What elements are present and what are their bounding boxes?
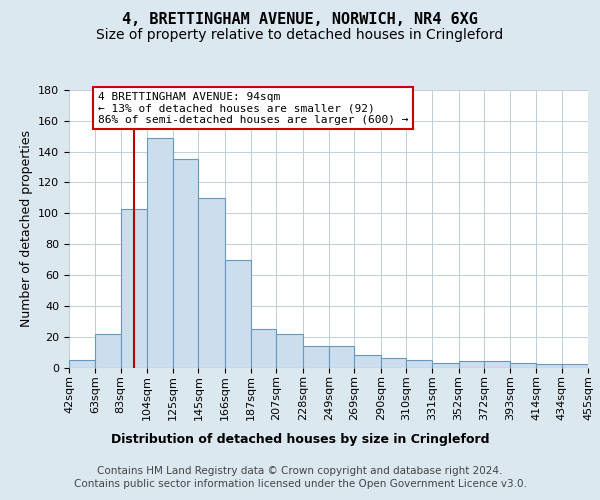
Bar xyxy=(329,346,354,368)
Bar xyxy=(277,334,303,368)
Bar xyxy=(199,198,225,368)
Bar xyxy=(562,364,588,368)
Bar xyxy=(147,138,173,368)
Bar xyxy=(303,346,329,368)
Text: Size of property relative to detached houses in Cringleford: Size of property relative to detached ho… xyxy=(97,28,503,42)
Bar xyxy=(510,363,536,368)
Bar xyxy=(69,360,95,368)
Bar xyxy=(173,160,199,368)
Bar xyxy=(380,358,406,368)
Bar xyxy=(95,334,121,368)
Text: 4 BRETTINGHAM AVENUE: 94sqm
← 13% of detached houses are smaller (92)
86% of sem: 4 BRETTINGHAM AVENUE: 94sqm ← 13% of det… xyxy=(98,92,409,124)
Bar xyxy=(432,363,458,368)
Text: 4, BRETTINGHAM AVENUE, NORWICH, NR4 6XG: 4, BRETTINGHAM AVENUE, NORWICH, NR4 6XG xyxy=(122,12,478,28)
Bar xyxy=(225,260,251,368)
Bar xyxy=(251,329,277,368)
Bar xyxy=(121,208,147,368)
Text: Distribution of detached houses by size in Cringleford: Distribution of detached houses by size … xyxy=(111,432,489,446)
Y-axis label: Number of detached properties: Number of detached properties xyxy=(20,130,32,327)
Bar xyxy=(484,362,510,368)
Bar xyxy=(458,362,484,368)
Text: Contains public sector information licensed under the Open Government Licence v3: Contains public sector information licen… xyxy=(74,479,526,489)
Bar xyxy=(406,360,432,368)
Bar xyxy=(354,355,380,368)
Bar xyxy=(536,364,562,368)
Text: Contains HM Land Registry data © Crown copyright and database right 2024.: Contains HM Land Registry data © Crown c… xyxy=(97,466,503,476)
